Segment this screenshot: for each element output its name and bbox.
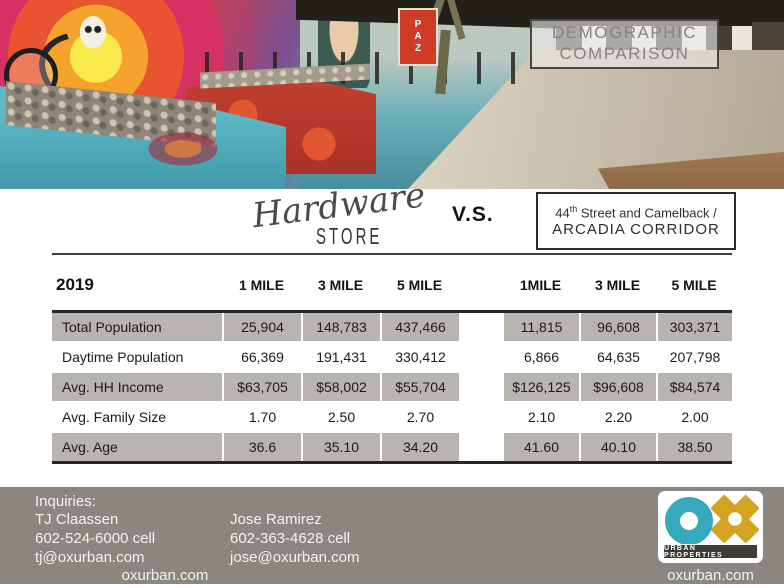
value-cell: 64,635: [579, 343, 656, 371]
title-line-2: COMPARISON: [559, 44, 690, 63]
value-cell: 36.6: [222, 433, 301, 461]
contact-name: Jose Ramirez: [230, 511, 322, 528]
row-label: Total Population: [52, 313, 222, 341]
year-label: 2019: [56, 275, 94, 294]
o-ring-icon: [665, 497, 713, 545]
value-cell: $63,705: [222, 373, 301, 401]
right-header-5mile: 5 MILE: [671, 277, 717, 293]
vs-label: V.S.: [452, 203, 494, 226]
value-cell: 2.00: [656, 403, 732, 431]
row-label: Avg. Age: [52, 433, 222, 461]
horizontal-rule: [52, 253, 732, 255]
demographic-comparison-title: DEMOGRAPHIC COMPARISON: [530, 19, 719, 69]
bike-splash-mural: [118, 118, 248, 180]
value-cell: 6,866: [502, 343, 579, 371]
row-label: Avg. HH Income: [52, 373, 222, 401]
value-cell: $84,574: [656, 373, 732, 401]
value-cell: 148,783: [301, 313, 380, 341]
arcadia-line-1: 44th Street and Camelback /: [555, 203, 717, 221]
contact-phone: 602-524-6000 cell: [35, 530, 156, 547]
table-row: Avg. Family Size 1.70 2.50 2.70 2.10 2.2…: [52, 403, 732, 431]
hardware-store-logo-sub: STORE: [316, 224, 383, 251]
left-header-3mile: 3 MILE: [317, 277, 364, 293]
table-top-border: [52, 310, 732, 313]
value-cell: 2.20: [579, 403, 656, 431]
left-header-1mile: 1 MILE: [238, 277, 285, 293]
value-cell: 41.60: [502, 433, 579, 461]
header-gap: [459, 268, 502, 302]
value-cell: $96,608: [579, 373, 656, 401]
contact-jose: Jose Ramirez 602-363-4628 cell jose@oxur…: [230, 510, 359, 567]
value-cell: 11,815: [502, 313, 579, 341]
value-cell: 25,904: [222, 313, 301, 341]
table-row: Daytime Population 66,369 191,431 330,41…: [52, 343, 732, 371]
value-cell: 96,608: [579, 313, 656, 341]
right-header-3mile: 3 MILE: [594, 277, 641, 293]
value-cell: 38.50: [656, 433, 732, 461]
arcadia-corridor-box: 44th Street and Camelback / ARCADIA CORR…: [536, 192, 736, 250]
value-cell: 1.70: [222, 403, 301, 431]
urban-properties-badge: URBAN PROPERTIES: [663, 544, 758, 559]
value-cell: 191,431: [301, 343, 380, 371]
title-line-1: DEMOGRAPHIC: [552, 23, 697, 43]
gap-cell: [459, 373, 502, 401]
value-cell: 2.70: [380, 403, 459, 431]
footer: Inquiries: TJ Claassen 602-524-6000 cell…: [0, 487, 784, 584]
value-cell: 437,466: [380, 313, 459, 341]
hero-photo: PAZ DEMOGRAPHIC COMPARISON: [0, 0, 784, 189]
value-cell: 40.10: [579, 433, 656, 461]
gap-cell: [459, 433, 502, 461]
gap-cell: [459, 403, 502, 431]
demographics-table: Total Population 25,904 148,783 437,466 …: [52, 313, 732, 463]
contact-email: tj@oxurban.com: [35, 549, 145, 566]
arcadia-line-2: ARCADIA CORRIDOR: [552, 221, 720, 239]
left-header-5mile: 5 MILE: [396, 277, 443, 293]
value-cell: 2.10: [502, 403, 579, 431]
value-cell: $126,125: [502, 373, 579, 401]
table-row: Avg. HH Income $63,705 $58,002 $55,704 $…: [52, 373, 732, 401]
contact-name: TJ Claassen: [35, 511, 119, 528]
inquiries-label: Inquiries:: [35, 493, 96, 510]
website-url-center: oxurban.com: [121, 567, 209, 584]
value-cell: 2.50: [301, 403, 380, 431]
contact-tj: TJ Claassen 602-524-6000 cell tj@oxurban…: [35, 510, 155, 567]
right-header-1mile: 1MILE: [519, 277, 562, 293]
paz-sign: PAZ: [398, 8, 438, 66]
value-cell: 207,798: [656, 343, 732, 371]
contact-email: jose@oxurban.com: [230, 549, 360, 566]
row-label: Daytime Population: [62, 349, 184, 365]
x-diamond-icon: [711, 495, 759, 543]
row-label: Avg. Family Size: [62, 409, 166, 425]
table-row: Total Population 25,904 148,783 437,466 …: [52, 313, 732, 341]
gap-cell: [459, 313, 502, 341]
value-cell: 35.10: [301, 433, 380, 461]
table-header-row: 2019 1 MILE 3 MILE 5 MILE 1MILE 3 MILE 5…: [52, 268, 732, 302]
table-bottom-border: [52, 461, 732, 464]
table-row: Avg. Age 36.6 35.10 34.20 41.60 40.10 38…: [52, 433, 732, 461]
contact-phone: 602-363-4628 cell: [230, 530, 351, 547]
value-cell: 34.20: [380, 433, 459, 461]
website-url-logo: oxurban.com: [667, 567, 754, 584]
ox-urban-properties-logo: URBAN PROPERTIES: [658, 491, 763, 563]
value-cell: $58,002: [301, 373, 380, 401]
value-cell: 66,369: [222, 343, 301, 371]
value-cell: $55,704: [380, 373, 459, 401]
gap-cell: [459, 343, 502, 371]
value-cell: 330,412: [380, 343, 459, 371]
value-cell: 303,371: [656, 313, 732, 341]
skeleton-skull-mural: [80, 16, 106, 48]
